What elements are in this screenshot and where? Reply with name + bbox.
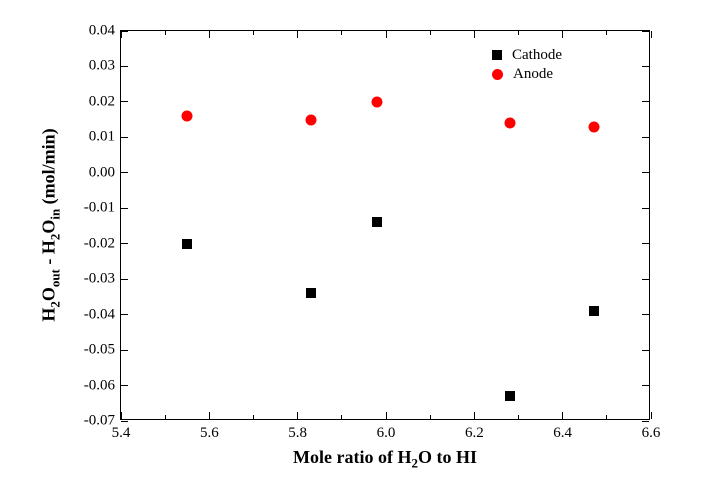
legend-item: Cathode bbox=[492, 47, 562, 64]
y-tick-label: -0.03 bbox=[84, 271, 121, 288]
y-tick-label: -0.06 bbox=[84, 377, 121, 394]
plot-area: H2Oout - H2Oin (mol/min) Mole ratio of H… bbox=[120, 30, 650, 420]
y-tick-label: 0.02 bbox=[89, 93, 121, 110]
x-tick-label: 6.2 bbox=[465, 419, 484, 442]
chart-legend: Cathode Anode bbox=[492, 47, 562, 85]
x-tick-label: 5.6 bbox=[200, 419, 219, 442]
data-point-cathode bbox=[372, 217, 382, 227]
data-point-anode bbox=[182, 111, 193, 122]
y-tick-label: 0.03 bbox=[89, 58, 121, 75]
y-tick-label: 0.01 bbox=[89, 129, 121, 146]
x-tick-label: 5.4 bbox=[112, 419, 131, 442]
x-axis-title: Mole ratio of H2O to HI bbox=[293, 447, 477, 472]
y-tick-label: -0.05 bbox=[84, 342, 121, 359]
legend-item: Anode bbox=[492, 66, 562, 83]
data-point-anode bbox=[372, 96, 383, 107]
data-point-cathode bbox=[306, 288, 316, 298]
legend-label: Cathode bbox=[512, 47, 562, 64]
y-tick-label: 0.00 bbox=[89, 164, 121, 181]
y-axis-title: H2Oout - H2Oin (mol/min) bbox=[39, 128, 64, 321]
x-tick-label: 5.8 bbox=[288, 419, 307, 442]
square-icon bbox=[492, 50, 502, 60]
data-point-cathode bbox=[589, 306, 599, 316]
data-point-anode bbox=[504, 118, 515, 129]
chart-container: H2Oout - H2Oin (mol/min) Mole ratio of H… bbox=[0, 0, 702, 500]
x-tick-label: 6.6 bbox=[642, 419, 661, 442]
y-tick-label: -0.01 bbox=[84, 200, 121, 217]
x-tick-label: 6.4 bbox=[553, 419, 572, 442]
legend-label: Anode bbox=[513, 66, 553, 83]
y-tick-label: 0.04 bbox=[89, 23, 121, 40]
data-point-cathode bbox=[182, 239, 192, 249]
data-point-anode bbox=[305, 114, 316, 125]
y-tick-label: -0.04 bbox=[84, 306, 121, 323]
data-point-cathode bbox=[505, 391, 515, 401]
x-tick-label: 6.0 bbox=[377, 419, 396, 442]
circle-icon bbox=[492, 69, 503, 80]
data-point-anode bbox=[588, 121, 599, 132]
y-tick-label: -0.02 bbox=[84, 235, 121, 252]
